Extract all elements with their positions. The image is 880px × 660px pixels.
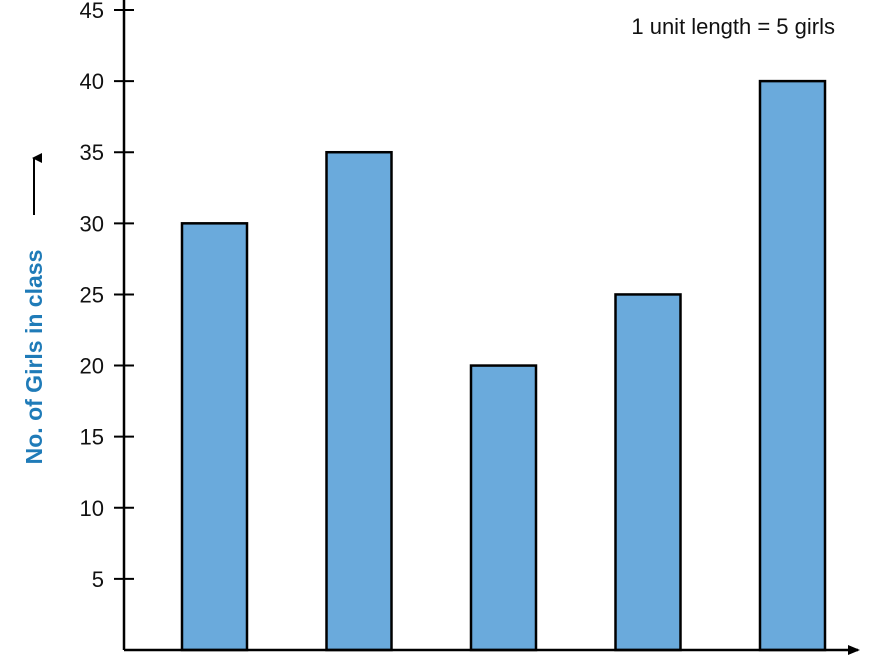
scale-annotation: 1 unit length = 5 girls	[631, 14, 835, 39]
y-tick-label: 45	[80, 0, 104, 23]
y-tick-label: 20	[80, 354, 104, 379]
bar-5	[758, 79, 827, 652]
y-tick-label: 35	[80, 140, 104, 165]
y-axis-label-group: No. of Girls in class	[21, 250, 47, 465]
y-axis-label: No. of Girls in class	[21, 250, 47, 465]
bar-2	[325, 150, 393, 652]
bar-4	[614, 293, 682, 652]
y-tick-label: 5	[92, 567, 104, 592]
y-tick-label: 15	[80, 425, 104, 450]
bar-3	[469, 364, 538, 652]
y-tick-label: 10	[80, 496, 104, 521]
bar-1	[180, 222, 249, 652]
y-tick-label: 30	[80, 211, 104, 236]
y-tick-label: 40	[80, 69, 104, 94]
y-tick-label: 25	[80, 282, 104, 307]
y-ticks-group: 5 10 15 20 25 30 35 40 45	[80, 0, 134, 592]
bars-group	[180, 79, 827, 652]
